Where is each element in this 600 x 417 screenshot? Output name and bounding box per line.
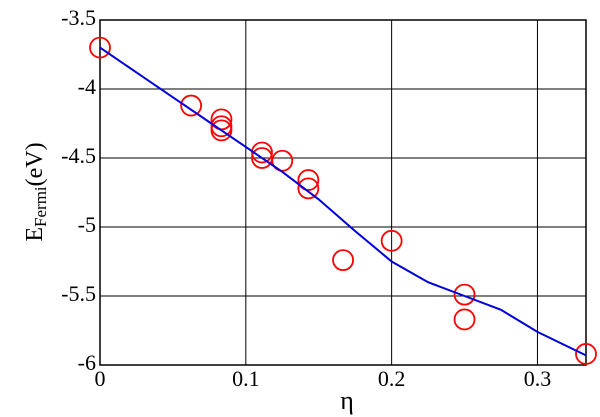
data-point <box>297 169 320 191</box>
y-axis-label-sub: Fermi <box>31 186 50 227</box>
y-axis-label-unit: (eV) <box>22 142 48 186</box>
y-tick-label: -5 <box>78 212 96 237</box>
data-point <box>332 249 354 272</box>
data-point <box>575 343 597 365</box>
x-tick-label: 0.3 <box>524 366 552 391</box>
data-point <box>210 119 233 142</box>
data-point <box>453 283 476 306</box>
x-tick-label: 0.1 <box>232 366 260 391</box>
y-tick-label: -5.5 <box>61 281 96 306</box>
data-point <box>251 141 273 164</box>
plot-frame <box>99 19 587 366</box>
y-axis-label-main: E <box>22 227 48 242</box>
y-tick-label: -4 <box>78 74 96 99</box>
y-tick-label: -3.5 <box>61 5 96 30</box>
data-point <box>89 36 111 59</box>
x-tick-label: 0.2 <box>378 366 406 391</box>
data-point <box>297 177 320 200</box>
y-tick-label: -6 <box>78 350 96 375</box>
x-tick-label: 0 <box>95 366 106 391</box>
data-point <box>453 308 476 331</box>
y-axis-label: EFermi(eV) <box>22 142 50 241</box>
fit-line <box>99 46 587 357</box>
x-axis-label: η <box>340 386 354 415</box>
data-point <box>380 229 403 252</box>
y-tick-label: -4.5 <box>61 143 96 168</box>
data-point <box>180 94 203 117</box>
